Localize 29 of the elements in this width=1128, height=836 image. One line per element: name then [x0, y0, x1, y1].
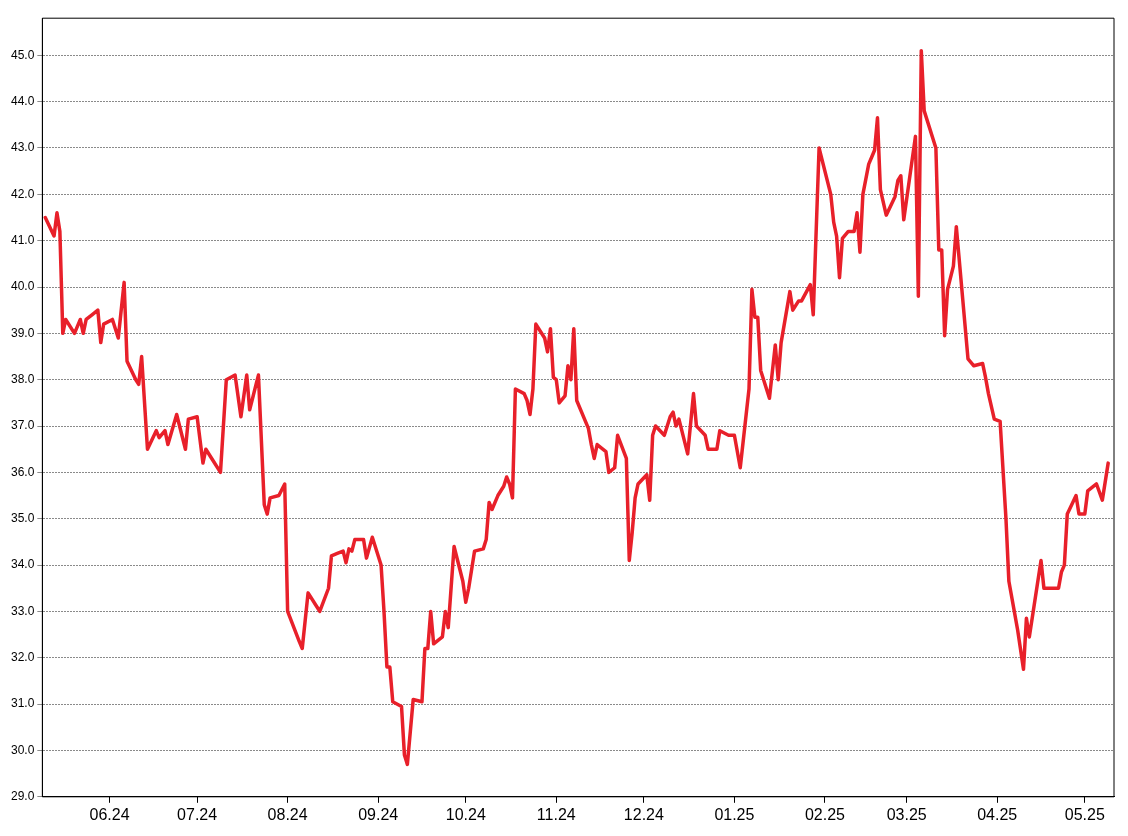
x-tick-label: 11.24 — [536, 805, 576, 823]
x-tick-label: 01.25 — [714, 805, 755, 823]
y-tick-label: 30.0 — [11, 742, 35, 757]
x-tick-label: 09.24 — [358, 805, 399, 823]
x-tick-label: 02.25 — [804, 805, 846, 823]
y-tick-label: 43.0 — [11, 140, 35, 155]
y-tick-label: 36.0 — [11, 464, 35, 479]
x-tick-label: 03.25 — [886, 805, 927, 823]
x-tick-label: 06.24 — [89, 805, 130, 823]
y-tick-label: 38.0 — [11, 372, 35, 387]
y-tick-label: 39.0 — [11, 325, 35, 340]
x-tick-label: 05.25 — [1064, 805, 1105, 823]
y-tick-label: 45.0 — [11, 47, 35, 62]
x-tick-label: 08.24 — [267, 805, 308, 823]
y-tick-label: 44.0 — [11, 93, 35, 108]
y-tick-label: 35.0 — [11, 511, 35, 526]
x-tick-label: 12.24 — [623, 805, 664, 823]
y-tick-label: 33.0 — [11, 603, 35, 618]
x-tick-label: 07.24 — [177, 805, 218, 823]
y-tick-label: 37.0 — [11, 418, 35, 433]
y-tick-label: 42.0 — [11, 186, 35, 201]
x-tick-label: 04.25 — [977, 805, 1018, 823]
y-tick-label: 34.0 — [11, 557, 35, 572]
x-tick-label: 10.24 — [445, 805, 486, 823]
y-tick-label: 31.0 — [11, 696, 35, 711]
y-tick-label: 40.0 — [11, 279, 35, 294]
y-tick-label: 29.0 — [11, 789, 35, 804]
y-tick-label: 32.0 — [11, 650, 35, 665]
y-tick-label: 41.0 — [11, 232, 35, 247]
